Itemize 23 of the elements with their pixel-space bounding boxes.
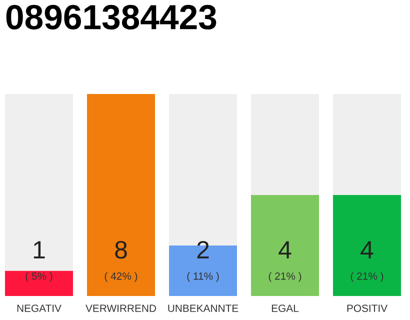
annotation: ( 21% ) [268, 272, 302, 282]
x-tick-label: EGAL [272, 304, 299, 312]
bar [251, 94, 319, 195]
x-tick-label: UNBEKANNTE [168, 304, 238, 312]
data-label: 2 [197, 240, 209, 258]
annotation: ( 5% ) [26, 272, 52, 282]
annotation: ( 42% ) [104, 272, 138, 282]
bar [333, 94, 401, 195]
x-tick-label: POSITIV [347, 304, 388, 312]
annotation: ( 11% ) [187, 272, 219, 282]
x-tick-label: NEGATIV [17, 304, 62, 312]
data-label: 8 [115, 240, 127, 259]
bar [333, 195, 401, 296]
chart-title: 08961384423 [6, 4, 216, 30]
x-tick-label: VERWIRREND [86, 304, 156, 312]
bar [251, 195, 319, 296]
bar [5, 94, 73, 271]
bar [87, 94, 155, 296]
bar [5, 270, 73, 296]
data-label: 4 [360, 241, 374, 258]
annotation: ( 21% ) [350, 272, 384, 282]
data-label: 1 [34, 241, 45, 258]
data-label: 4 [278, 241, 292, 258]
